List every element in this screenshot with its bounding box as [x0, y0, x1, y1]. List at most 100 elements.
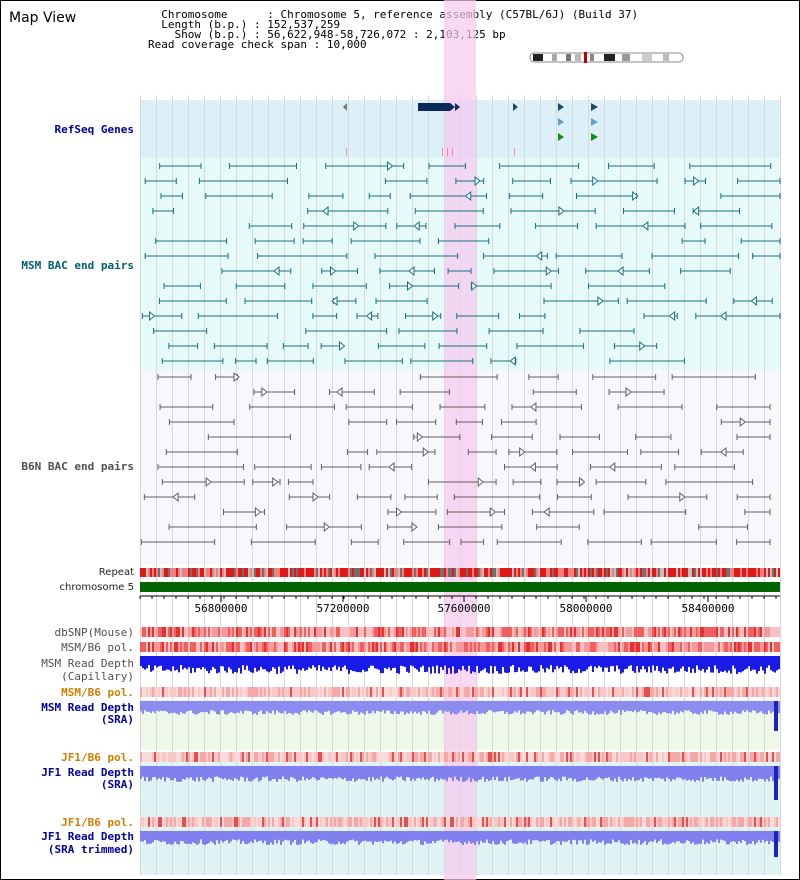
bac-end-arrow — [172, 491, 179, 503]
length-value: 152,537,259 — [267, 18, 341, 31]
msm-bac-pairs[interactable] — [141, 160, 781, 367]
msm-b6-pol-heat-track[interactable] — [140, 642, 780, 652]
gene-arrow[interactable] — [558, 133, 564, 141]
bac-end-arrow — [579, 476, 586, 488]
msm-read-depth-capillary-track[interactable] — [140, 656, 780, 674]
show-label: Show (b.p.) — [174, 28, 248, 41]
bac-end-arrow — [679, 491, 686, 503]
axis-tick-label: 57200000 — [316, 602, 370, 615]
bac-end-arrow — [529, 461, 536, 473]
track-label-jf1-b6-pol-2[interactable]: JF1/B6 pol. — [61, 816, 134, 829]
gene-arrow[interactable] — [591, 133, 598, 141]
track-label-msm-b6-pol-2[interactable]: MSM/B6 pol. — [61, 686, 134, 699]
bac-end-arrow — [509, 355, 516, 367]
bac-end-arrow — [233, 371, 240, 383]
bac-end-arrow — [261, 386, 268, 398]
bac-end-arrow — [416, 431, 424, 443]
msm-b6-pol-heat-track-2[interactable] — [140, 687, 780, 697]
bac-end-arrow — [720, 310, 727, 322]
depth-spike — [774, 766, 778, 800]
track-label-jf1-b6-pol[interactable]: JF1/B6 pol. — [61, 751, 134, 764]
track-label-capillary: (Capillary) — [61, 670, 134, 683]
bac-end-arrow — [387, 160, 394, 172]
track-label-dbsnp[interactable]: dbSNP(Mouse) — [54, 626, 134, 639]
bac-end-arrow — [329, 265, 337, 277]
chromosome-ideogram[interactable] — [529, 52, 684, 63]
track-label-msm-read-depth-cap[interactable]: MSM Read Depth — [41, 657, 134, 670]
gene-block[interactable] — [418, 103, 450, 111]
axis-tick-label: 58000000 — [559, 602, 613, 615]
track-label-b6n-bac[interactable]: B6N BAC end pairs — [21, 460, 134, 473]
gene-arrow[interactable] — [591, 118, 598, 126]
jf1-read-depth-trimmed-track[interactable] — [140, 831, 780, 857]
bac-end-arrow — [339, 340, 346, 352]
bac-end-arrow — [530, 401, 537, 413]
jf1-read-depth-sra-track[interactable] — [140, 766, 780, 800]
gene-arrow[interactable] — [455, 103, 460, 111]
refseq-genes[interactable] — [343, 103, 598, 156]
bac-end-arrow — [608, 461, 616, 473]
jf1-b6-pol-heat-track[interactable] — [140, 752, 780, 762]
bac-end-arrow — [750, 295, 757, 307]
b6n-bac-pairs[interactable] — [140, 371, 771, 545]
track-label-refseq[interactable]: RefSeq Genes — [54, 123, 134, 136]
position-axis — [139, 595, 780, 602]
depth-spike — [774, 831, 778, 857]
gene-arrow[interactable] — [558, 118, 564, 126]
bac-end-arrow — [336, 386, 343, 398]
bac-end-arrow — [632, 190, 639, 202]
bac-end-arrow — [322, 205, 329, 217]
axis-tick-label: 57600000 — [437, 602, 491, 615]
bac-end-arrow — [272, 476, 279, 488]
bac-end-arrow — [693, 175, 700, 187]
bac-end-arrow — [668, 310, 676, 322]
bac-end-arrow — [477, 476, 485, 488]
track-label-jf1-read-depth-sra[interactable]: JF1 Read Depth — [41, 766, 134, 779]
track-label-jf1-read-depth-trimmed[interactable]: JF1 Read Depth — [41, 830, 134, 843]
bac-end-arrow — [408, 265, 415, 277]
gene-arrow[interactable] — [513, 103, 518, 111]
gene-arrow[interactable] — [591, 103, 598, 111]
bac-end-arrow — [422, 446, 430, 458]
bac-end-arrow — [519, 446, 526, 458]
bac-end-arrow — [149, 310, 156, 322]
dbsnp-heat-track[interactable] — [140, 627, 780, 637]
axis-tick-label: 56800000 — [194, 602, 248, 615]
bac-end-arrow — [365, 310, 373, 322]
bac-end-arrow — [396, 506, 403, 518]
gene-arrow[interactable] — [450, 103, 455, 111]
jf1-b6-pol-heat-track-2[interactable] — [140, 817, 780, 827]
track-label-chromosome[interactable]: chromosome 5 — [59, 582, 134, 593]
bac-end-arrow — [411, 521, 418, 533]
msm-read-depth-sra-track[interactable] — [140, 701, 780, 731]
bac-end-arrow — [489, 506, 497, 518]
chromosome-label: Chromosome — [161, 8, 228, 21]
bac-end-arrow — [639, 340, 646, 352]
coverage-value: 10,000 — [326, 38, 367, 51]
bac-end-arrow — [471, 280, 478, 292]
track-label-sra: (SRA) — [100, 713, 134, 726]
bac-end-arrow — [642, 220, 649, 232]
bac-end-arrow — [625, 386, 632, 398]
chromosome-bar[interactable] — [140, 582, 780, 592]
length-label: Length (b.p.) — [161, 18, 248, 31]
bac-end-arrow — [353, 220, 360, 232]
bac-end-arrow — [254, 506, 262, 518]
depth-spike — [774, 701, 778, 731]
track-label-repeat[interactable]: Repeat — [98, 567, 134, 578]
gene-arrow[interactable] — [343, 103, 347, 111]
track-label-msm-bac[interactable]: MSM BAC end pairs — [21, 259, 134, 272]
coverage-label: Read coverage check span — [148, 38, 307, 51]
track-label-msm-b6-pol[interactable]: MSM/B6 pol. — [61, 641, 134, 654]
track-label-sra-trimmed: (SRA trimmed) — [47, 843, 134, 856]
bac-end-arrow — [597, 295, 604, 307]
bac-end-arrow — [388, 461, 395, 473]
repeat-track[interactable] — [140, 568, 780, 577]
track-label-msm-read-depth-sra[interactable]: MSM Read Depth — [41, 701, 134, 714]
bac-end-arrow — [592, 175, 599, 187]
track-label-jf1-sra: (SRA) — [100, 778, 134, 791]
bac-end-arrow — [273, 265, 280, 277]
gene-arrow[interactable] — [558, 103, 564, 111]
